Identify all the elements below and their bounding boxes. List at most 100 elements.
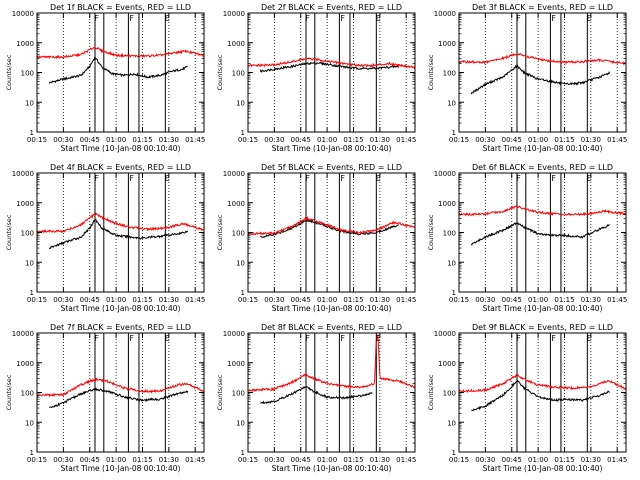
events-series-line bbox=[471, 379, 610, 411]
plot-frame bbox=[36, 332, 205, 453]
interval-marker-label: F bbox=[129, 174, 134, 183]
x-tick-label: 01:45 bbox=[185, 456, 205, 464]
interval-marker-label: F bbox=[340, 334, 345, 343]
y-tick-label: 10 bbox=[236, 99, 245, 107]
events-series-line bbox=[470, 64, 611, 95]
y-axis-label: Counts/sec bbox=[5, 374, 13, 410]
x-tick-label: 01:15 bbox=[554, 296, 574, 304]
x-tick-label: 01:45 bbox=[185, 296, 205, 304]
y-axis-label: Counts/sec bbox=[216, 374, 224, 410]
x-tick-label: 01:30 bbox=[581, 296, 601, 304]
x-tick-label: 01:45 bbox=[396, 296, 416, 304]
lld-series-line bbox=[36, 45, 205, 60]
interval-marker-label: F bbox=[305, 334, 310, 343]
lld-series-line bbox=[247, 334, 416, 393]
x-axis-label: Start Time (10-Jan-08 00:10:40) bbox=[272, 464, 392, 473]
x-tick-label: 00:30 bbox=[475, 296, 495, 304]
y-tick-label: 1 bbox=[452, 129, 456, 137]
x-tick-label: 01:00 bbox=[106, 296, 126, 304]
x-tick-label: 01:45 bbox=[396, 456, 416, 464]
detector-panel-3: 1 10 100 1000 10000 00:15 00:30 00:45 01:00 01:15… bbox=[427, 3, 627, 153]
events-series-line bbox=[48, 219, 189, 250]
x-tick-label: 01:00 bbox=[317, 456, 337, 464]
panel-title: Det 4f BLACK = Events, RED = LLD bbox=[50, 163, 191, 172]
x-tick-label: 00:15 bbox=[27, 136, 47, 144]
x-tick-label: 01:00 bbox=[528, 456, 548, 464]
x-tick-label: 00:30 bbox=[53, 456, 73, 464]
y-tick-label: 100 bbox=[21, 230, 34, 238]
panel-title: Det 7f BLACK = Events, RED = LLD bbox=[50, 323, 191, 332]
interval-marker-label: F bbox=[94, 14, 99, 23]
y-tick-label: 100 bbox=[232, 230, 245, 238]
interval-marker-label: E bbox=[376, 14, 381, 23]
x-tick-label: 01:30 bbox=[370, 296, 390, 304]
x-tick-label: 00:45 bbox=[502, 456, 522, 464]
x-tick-label: 00:15 bbox=[27, 456, 47, 464]
events-series-line bbox=[48, 55, 188, 84]
x-tick-label: 01:30 bbox=[159, 136, 179, 144]
y-tick-label: 10000 bbox=[12, 330, 34, 338]
y-tick-label: 1000 bbox=[438, 200, 456, 208]
y-tick-label: 1 bbox=[30, 449, 34, 457]
y-tick-label: 1000 bbox=[227, 200, 245, 208]
x-tick-label: 01:15 bbox=[132, 136, 152, 144]
detector-panel-1: 1 10 100 1000 10000 00:15 00:30 00:45 01:00 01:15… bbox=[5, 3, 205, 153]
y-tick-label: 10000 bbox=[434, 170, 456, 178]
plot-frame bbox=[36, 12, 205, 133]
y-tick-label: 1000 bbox=[16, 200, 34, 208]
panel-title: Det 8f BLACK = Events, RED = LLD bbox=[261, 323, 402, 332]
y-tick-label: 1000 bbox=[227, 360, 245, 368]
interval-marker-label: E bbox=[376, 334, 381, 343]
x-tick-label: 00:15 bbox=[449, 456, 469, 464]
x-tick-label: 01:00 bbox=[317, 296, 337, 304]
plot-frame bbox=[458, 12, 627, 133]
y-tick-label: 100 bbox=[443, 390, 456, 398]
x-tick-label: 01:15 bbox=[343, 136, 363, 144]
x-axis-label: Start Time (10-Jan-08 00:10:40) bbox=[61, 144, 181, 153]
x-tick-label: 00:15 bbox=[449, 296, 469, 304]
events-series-line bbox=[259, 61, 400, 73]
y-tick-label: 10000 bbox=[12, 10, 34, 18]
x-tick-label: 00:45 bbox=[502, 136, 522, 144]
y-axis-label: Counts/sec bbox=[427, 54, 435, 90]
lld-series-line bbox=[37, 212, 204, 234]
y-tick-label: 100 bbox=[443, 230, 456, 238]
y-tick-label: 10 bbox=[447, 99, 456, 107]
x-tick-label: 00:30 bbox=[475, 136, 495, 144]
x-axis-label: Start Time (10-Jan-08 00:10:40) bbox=[272, 144, 392, 153]
detector-panel-2: 1 10 100 1000 10000 00:15 00:30 00:45 01:00 01:15… bbox=[216, 3, 416, 153]
x-tick-label: 01:30 bbox=[159, 296, 179, 304]
y-tick-label: 10 bbox=[236, 259, 245, 267]
y-tick-label: 1 bbox=[241, 129, 245, 137]
y-tick-label: 1 bbox=[30, 289, 34, 297]
detector-panel-8: 1 10 100 1000 10000 00:15 00:30 00:45 01:00 01:15… bbox=[216, 323, 416, 473]
plot-frame bbox=[247, 172, 416, 293]
detector-panel-9: 1 10 100 1000 10000 00:15 00:30 00:45 01:00 01:15… bbox=[427, 323, 627, 473]
interval-marker-label: E bbox=[165, 334, 170, 343]
x-tick-label: 01:30 bbox=[370, 456, 390, 464]
x-tick-label: 01:15 bbox=[554, 456, 574, 464]
detector-panel-6: 1 10 100 1000 10000 00:15 00:30 00:45 01:00 01:15… bbox=[427, 163, 627, 313]
y-tick-label: 100 bbox=[443, 70, 456, 78]
y-tick-label: 10000 bbox=[223, 10, 245, 18]
interval-marker-label: F bbox=[305, 174, 310, 183]
interval-marker-label: F bbox=[129, 14, 134, 23]
y-tick-label: 10000 bbox=[223, 170, 245, 178]
interval-marker-label: F bbox=[94, 174, 99, 183]
panel-title: Det 6f BLACK = Events, RED = LLD bbox=[472, 163, 613, 172]
x-tick-label: 01:15 bbox=[343, 296, 363, 304]
detector-panel-7: 1 10 100 1000 10000 00:15 00:30 00:45 01:00 01:15… bbox=[5, 323, 205, 473]
interval-marker-label: E bbox=[587, 14, 592, 23]
interval-marker-label: F bbox=[94, 334, 99, 343]
y-tick-label: 1 bbox=[30, 129, 34, 137]
y-tick-label: 1 bbox=[452, 449, 456, 457]
y-axis-label: Counts/sec bbox=[427, 374, 435, 410]
y-tick-label: 1 bbox=[241, 289, 245, 297]
y-tick-label: 10 bbox=[447, 419, 456, 427]
lld-series-line bbox=[458, 374, 627, 393]
x-tick-label: 01:00 bbox=[528, 296, 548, 304]
y-tick-label: 10000 bbox=[12, 170, 34, 178]
x-axis-label: Start Time (10-Jan-08 00:10:40) bbox=[272, 304, 392, 313]
x-tick-label: 00:30 bbox=[475, 456, 495, 464]
x-tick-label: 01:30 bbox=[581, 456, 601, 464]
